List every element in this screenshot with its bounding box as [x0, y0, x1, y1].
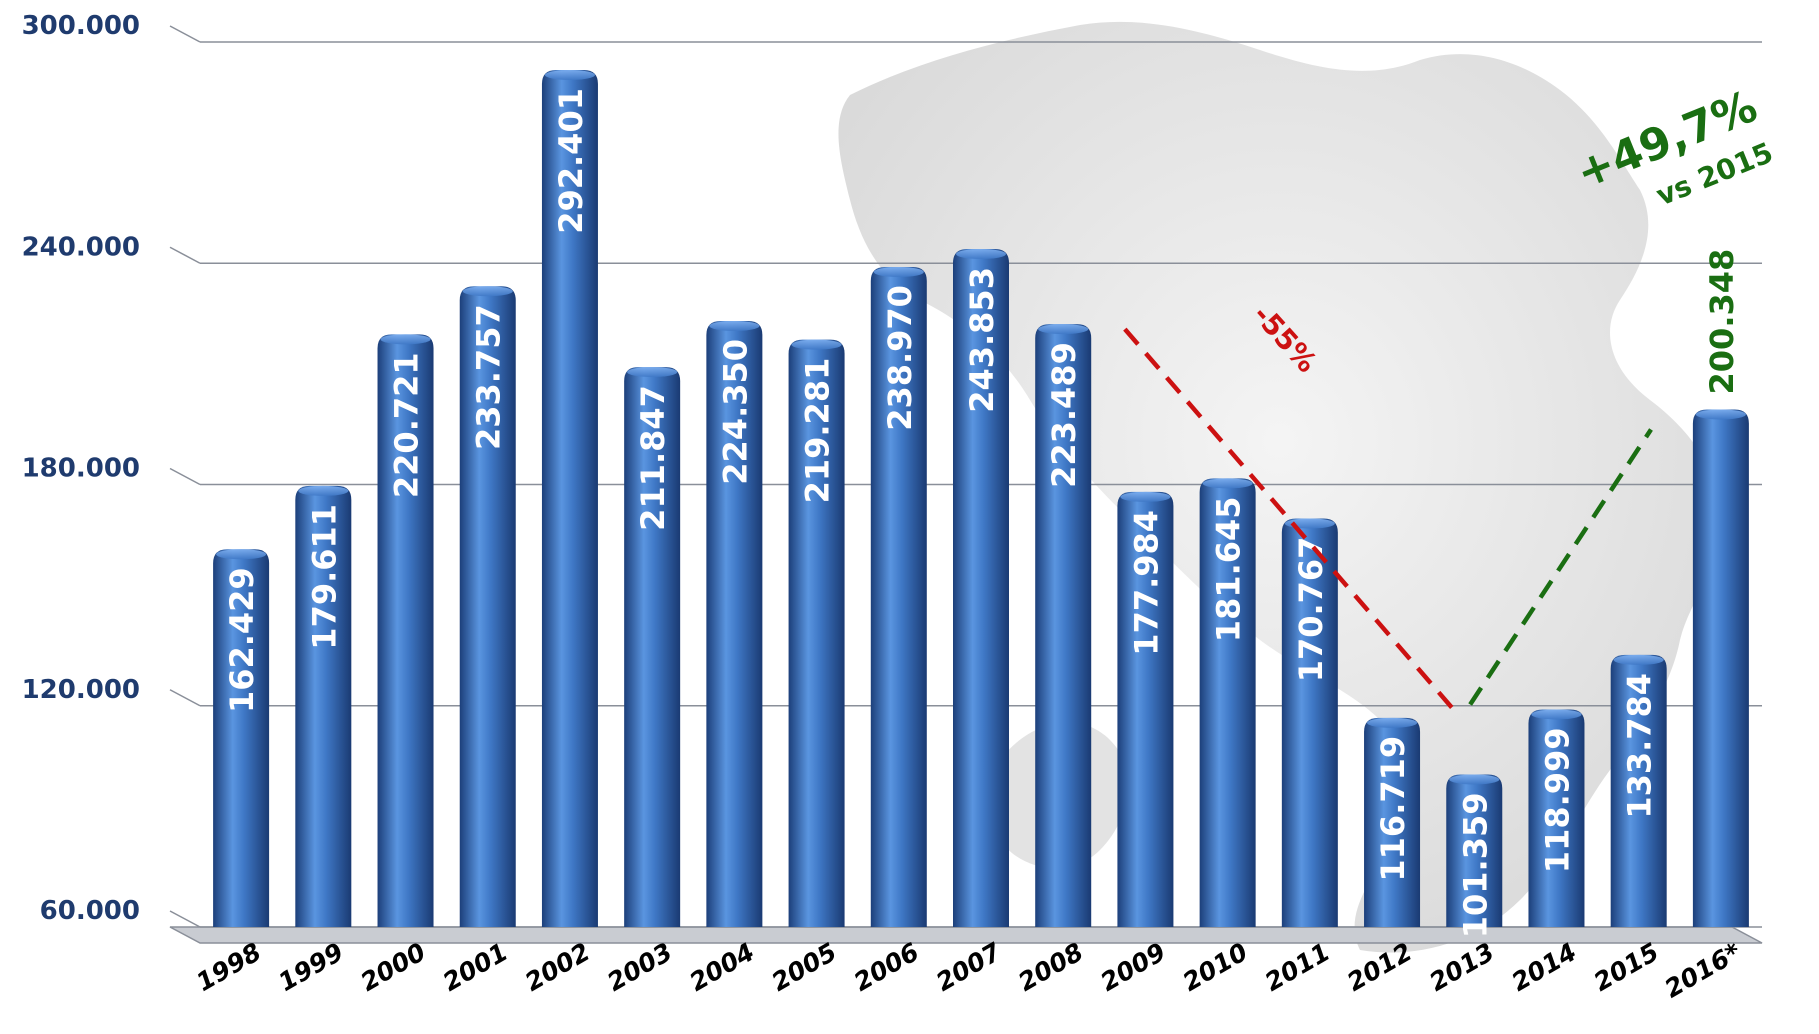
x-tick-label: 1998 [191, 937, 266, 997]
value-label: 238.970 [881, 285, 919, 431]
bar [788, 339, 845, 927]
gridline-depth [169, 689, 201, 707]
x-tick-label: 2001 [438, 937, 513, 997]
x-tick-label: 2005 [767, 937, 842, 997]
bar-top [1202, 478, 1253, 489]
value-label: 177.984 [1127, 510, 1165, 656]
gridline-depth [169, 910, 201, 928]
bar-top [1367, 717, 1418, 728]
value-label: 133.784 [1621, 673, 1659, 819]
bar-top [709, 320, 760, 331]
x-tick-label: 2015 [1589, 937, 1664, 997]
bar-top [1613, 654, 1664, 665]
value-label: 233.757 [470, 304, 508, 450]
bar [1035, 324, 1092, 928]
bar-top [1120, 491, 1171, 502]
bar [953, 249, 1009, 928]
bar [1117, 491, 1174, 927]
bar [1528, 709, 1585, 927]
bar [213, 549, 270, 927]
value-label: 101.359 [1456, 792, 1494, 938]
value-label: 118.999 [1538, 727, 1576, 873]
bar [541, 70, 598, 928]
bar-top [627, 367, 678, 378]
y-axis: 60.000 120.000 180.000 240.000 300.000 [22, 11, 140, 926]
bar [1364, 717, 1421, 927]
gridline-depth [169, 467, 201, 486]
bar-top [1531, 709, 1582, 720]
value-label-highlight: 200.348 [1703, 249, 1741, 395]
gridline-depth [169, 246, 201, 264]
decline-trend-line [1123, 327, 1460, 716]
bar-top [1695, 409, 1746, 420]
bar-top [544, 70, 595, 81]
x-tick-label: 2010 [1178, 937, 1253, 997]
value-label: 223.489 [1045, 342, 1083, 488]
x-tick-label: 2003 [602, 937, 677, 997]
bar [706, 320, 763, 928]
value-label: 162.429 [223, 567, 261, 713]
bar-top [1449, 774, 1500, 785]
bar [870, 267, 927, 928]
value-label: 116.719 [1374, 736, 1412, 882]
bar-top [873, 267, 924, 278]
y-tick-label: 300.000 [22, 11, 140, 41]
gridline-depth [169, 25, 201, 43]
value-label: 220.721 [388, 352, 426, 498]
bar [1446, 774, 1503, 927]
bar [459, 286, 516, 927]
y-tick-label: 180.000 [22, 454, 140, 484]
bar-top [216, 549, 267, 560]
value-label: 292.401 [552, 88, 590, 234]
value-label: 181.645 [1210, 496, 1248, 642]
background-map-silhouette [838, 21, 1720, 953]
x-tick-label: 1999 [274, 937, 349, 997]
x-tick-label: 2011 [1260, 937, 1335, 997]
value-labels: 162.429 179.611 220.721 233.757 292.401 211.8… [223, 88, 1741, 938]
bar-top [380, 334, 431, 345]
x-tick-label: 2007 [931, 937, 1006, 997]
bar [377, 334, 434, 927]
bar [1692, 409, 1749, 927]
bar-top [1038, 324, 1089, 335]
x-tick-label: 2008 [1013, 937, 1088, 997]
bar [1199, 478, 1256, 927]
bar-top [462, 286, 513, 297]
value-label: 219.281 [799, 358, 837, 504]
bar-top [298, 485, 349, 496]
x-tick-label: 2006 [849, 937, 924, 997]
bar-top [791, 339, 842, 350]
value-label: 211.847 [634, 385, 672, 531]
x-tick-label: 2000 [356, 937, 431, 997]
y-tick-label: 240.000 [22, 232, 140, 262]
y-tick-label: 60.000 [40, 896, 140, 926]
value-label: 179.611 [305, 504, 343, 650]
x-tick-label: 2004 [685, 937, 760, 997]
value-label: 224.350 [716, 339, 754, 485]
y-tick-label: 120.000 [22, 675, 140, 705]
x-tick-label: 2002 [520, 937, 595, 997]
x-tick-label: 2009 [1096, 937, 1171, 997]
bar [1281, 518, 1338, 927]
bar [624, 367, 681, 927]
bar [1610, 654, 1667, 927]
x-tick-label: 2014 [1507, 937, 1582, 997]
x-axis: 1998 1999 2000 2001 2002 2003 2004 2005 2006 2007… [191, 937, 1746, 1004]
growth-trend-line [1468, 428, 1653, 706]
x-tick-label: 2016* [1660, 937, 1746, 1003]
bar-top [956, 249, 1006, 260]
bar [295, 485, 352, 927]
value-label: 243.853 [963, 267, 1001, 413]
bars [213, 70, 1749, 928]
